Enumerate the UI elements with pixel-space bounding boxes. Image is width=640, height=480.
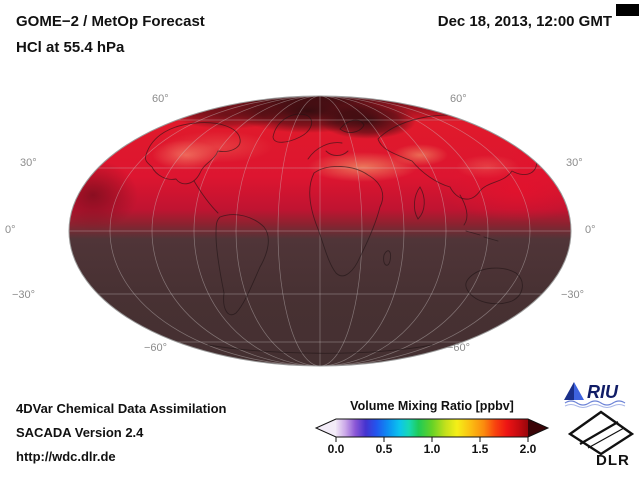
colorbar-tick-2: 1.0: [423, 442, 441, 456]
figure-title: GOME−2 / MetOp Forecast: [16, 13, 205, 30]
lat-label-60s-right: −60°: [447, 342, 471, 354]
dlr-logo-text: DLR: [596, 452, 630, 469]
colorbar-gradient: [336, 419, 528, 437]
lat-label-30n-left: 30°: [20, 157, 37, 169]
coastlines: [145, 113, 545, 354]
riu-logo-text: RIU: [587, 382, 619, 402]
dlr-logo: [567, 410, 635, 456]
figure-subtitle: HCl at 55.4 hPa: [16, 39, 125, 56]
timestamp: Dec 18, 2013, 12:00 GMT: [437, 13, 612, 30]
credit-line-assimilation: 4DVar Chemical Data Assimilation: [16, 401, 227, 416]
lat-label-30s-right: −30°: [561, 289, 585, 301]
credit-line-url: http://wdc.dlr.de: [16, 449, 116, 464]
corner-mark: [616, 4, 639, 16]
lat-label-0-right: 0°: [585, 224, 596, 236]
colorbar-underflow-arrow: [316, 419, 336, 437]
lat-label-60n-left: 60°: [152, 93, 169, 105]
colorbar-tick-4: 2.0: [519, 442, 537, 456]
colorbar-title: Volume Mixing Ratio [ppbv]: [350, 399, 514, 413]
lat-label-30s-left: −30°: [12, 289, 36, 301]
colorbar-tick-marks: [335, 437, 529, 442]
world-map: [68, 95, 572, 367]
colorbar-tick-1: 0.5: [375, 442, 393, 456]
lat-label-30n-right: 30°: [566, 157, 583, 169]
vmr-field-layer: [69, 96, 571, 366]
riu-logo: RIU: [564, 382, 626, 408]
map-outline: [68, 95, 572, 367]
lat-label-60s-left: −60°: [144, 342, 168, 354]
colorbar-tick-0: 0.0: [327, 442, 345, 456]
lat-label-0-left: 0°: [5, 224, 16, 236]
colorbar-overflow-arrow: [528, 419, 548, 437]
colorbar-tick-3: 1.5: [471, 442, 489, 456]
colorbar: [314, 418, 550, 442]
credit-line-version: SACADA Version 2.4: [16, 425, 144, 440]
lat-label-60n-right: 60°: [450, 93, 467, 105]
